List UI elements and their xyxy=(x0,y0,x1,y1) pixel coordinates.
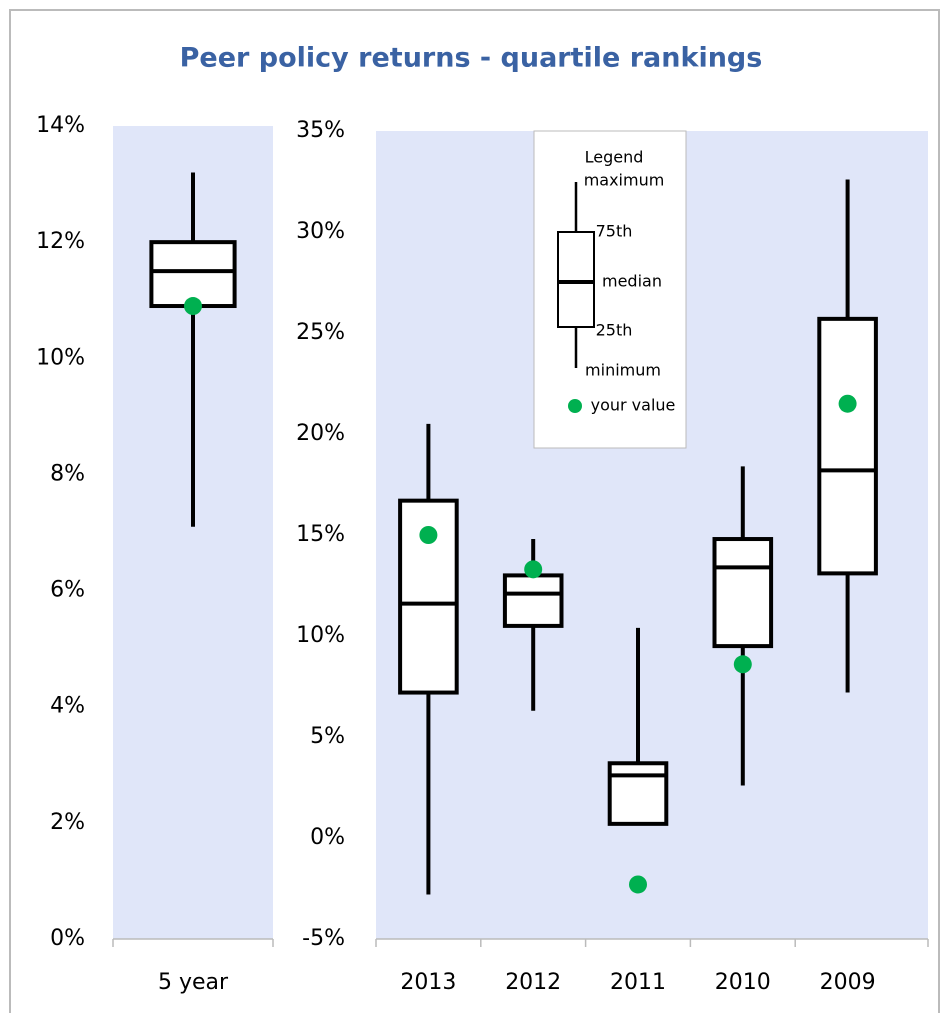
legend-label: median xyxy=(602,272,662,291)
your-value-dot xyxy=(184,297,202,316)
y-tick-label: 12% xyxy=(36,229,85,254)
y-tick-label: 0% xyxy=(310,825,345,850)
legend-label: 75th xyxy=(596,222,633,241)
x-tick-label: 2013 xyxy=(400,970,456,995)
y-tick-label: 10% xyxy=(296,623,345,648)
y-tick-label: 14% xyxy=(36,113,85,138)
legend-dot xyxy=(568,399,582,413)
y-tick-label: 2% xyxy=(50,810,85,835)
legend-label: minimum xyxy=(585,361,661,380)
your-value-dot xyxy=(838,394,857,413)
your-value-dot xyxy=(629,875,647,894)
box xyxy=(607,761,669,826)
legend-label: 25th xyxy=(596,321,633,340)
y-tick-label: 20% xyxy=(296,421,345,446)
chart-title: Peer policy returns - quartile rankings xyxy=(180,43,763,74)
box xyxy=(712,537,774,649)
y-tick-label: 10% xyxy=(36,345,85,370)
y-tick-label: -5% xyxy=(302,926,345,951)
box xyxy=(817,316,878,576)
y-tick-label: 5% xyxy=(310,724,345,749)
y-tick-label: 30% xyxy=(296,219,345,244)
your-value-dot xyxy=(419,526,438,544)
y-tick-label: 35% xyxy=(296,118,345,143)
x-tick-label: 2009 xyxy=(820,970,876,995)
legend-sample-box xyxy=(557,231,595,328)
x-tick-label: 2010 xyxy=(715,970,771,995)
y-tick-label: 6% xyxy=(50,578,85,603)
legend-label: maximum xyxy=(584,171,665,190)
x-tick-label: 5 year xyxy=(158,970,229,995)
legend-label: Legend xyxy=(585,148,644,167)
y-tick-label: 25% xyxy=(296,320,345,345)
your-value-dot xyxy=(524,560,543,579)
x-tick-label: 2012 xyxy=(505,970,561,995)
x-tick-label: 2011 xyxy=(610,970,666,995)
box xyxy=(149,240,237,309)
y-tick-label: 0% xyxy=(50,926,85,951)
box xyxy=(502,573,564,628)
your-value-dot xyxy=(733,655,752,674)
y-tick-label: 4% xyxy=(50,694,85,719)
y-tick-label: 8% xyxy=(50,461,85,486)
y-tick-label: 15% xyxy=(296,522,345,547)
legend-label: your value xyxy=(591,396,676,415)
